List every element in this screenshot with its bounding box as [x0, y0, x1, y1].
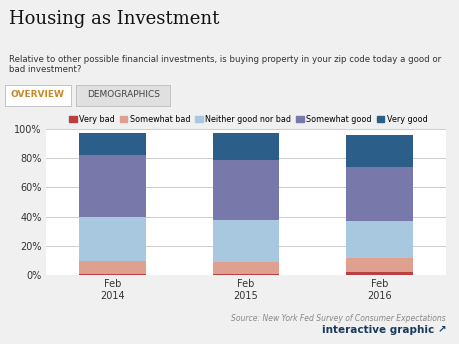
Bar	[212, 262, 279, 274]
Text: interactive graphic ↗: interactive graphic ↗	[321, 325, 445, 335]
Bar	[79, 274, 146, 275]
Text: OVERVIEW: OVERVIEW	[11, 90, 65, 99]
Bar	[212, 274, 279, 275]
Text: DEMOGRAPHICS: DEMOGRAPHICS	[87, 90, 159, 99]
Bar	[79, 155, 146, 217]
FancyBboxPatch shape	[5, 85, 71, 106]
Bar	[79, 217, 146, 261]
Legend: Very bad, Somewhat bad, Neither good nor bad, Somewhat good, Very good: Very bad, Somewhat bad, Neither good nor…	[66, 111, 430, 127]
Bar	[212, 160, 279, 220]
Bar	[79, 133, 146, 155]
Text: Relative to other possible financial investments, is buying property in your zip: Relative to other possible financial inv…	[9, 55, 440, 74]
Bar	[212, 133, 279, 160]
Bar	[346, 167, 412, 221]
Bar	[79, 261, 146, 274]
Bar	[212, 220, 279, 262]
Bar	[346, 135, 412, 167]
Text: Source: New York Fed Survey of Consumer Expectations: Source: New York Fed Survey of Consumer …	[231, 314, 445, 323]
Bar	[346, 272, 412, 275]
FancyBboxPatch shape	[76, 85, 170, 106]
Text: Housing as Investment: Housing as Investment	[9, 10, 219, 28]
Bar	[346, 258, 412, 272]
Bar	[346, 221, 412, 258]
